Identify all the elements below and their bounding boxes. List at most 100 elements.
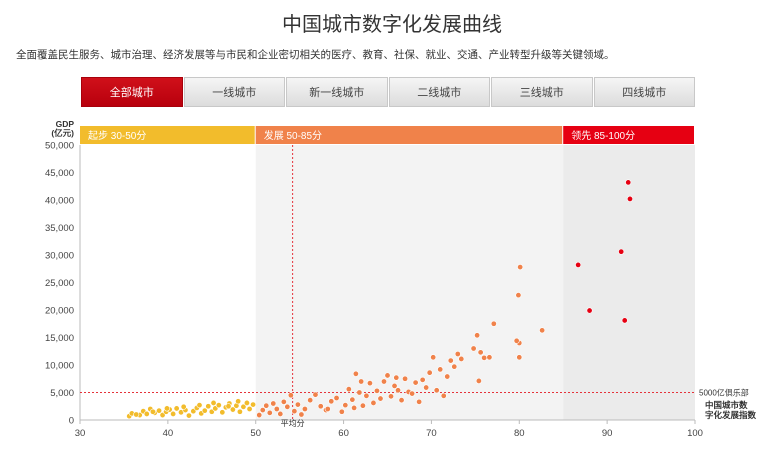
data-point-develop[interactable] [349,396,356,403]
data-point-develop[interactable] [307,397,314,404]
data-point-develop[interactable] [298,411,305,418]
data-point-develop[interactable] [426,369,433,376]
data-point-develop[interactable] [423,384,430,391]
data-point-develop[interactable] [516,354,523,361]
data-point-develop[interactable] [451,363,458,370]
data-point-lead[interactable] [575,261,582,268]
data-point-start[interactable] [143,410,150,417]
data-point-develop[interactable] [470,345,477,352]
data-point-develop[interactable] [294,401,301,408]
tab-new-tier1-cities[interactable]: 新一线城市 [286,77,388,107]
data-point-lead[interactable] [621,317,628,324]
data-point-develop[interactable] [380,378,387,385]
data-point-develop[interactable] [358,378,365,385]
data-point-start[interactable] [240,403,247,410]
data-point-develop[interactable] [366,380,373,387]
data-point-develop[interactable] [475,377,482,384]
data-point-develop[interactable] [352,370,359,377]
data-point-develop[interactable] [317,403,324,410]
data-point-develop[interactable] [454,350,461,357]
data-point-start[interactable] [229,406,236,413]
data-point-develop[interactable] [402,375,409,382]
data-point-develop[interactable] [333,394,340,401]
data-point-start[interactable] [133,411,140,418]
data-point-lead[interactable] [626,195,633,202]
data-point-start[interactable] [185,412,192,419]
data-point-start[interactable] [225,403,232,410]
data-point-develop[interactable] [287,392,294,399]
data-point-develop[interactable] [370,399,377,406]
data-point-develop[interactable] [373,387,380,394]
data-point-develop[interactable] [513,337,520,344]
data-point-develop[interactable] [345,386,352,393]
data-point-develop[interactable] [388,393,395,400]
data-point-start[interactable] [163,405,170,412]
data-point-develop[interactable] [328,398,335,405]
data-point-develop[interactable] [273,405,280,412]
tab-tier2-cities[interactable]: 二线城市 [388,77,490,107]
data-point-develop[interactable] [384,372,391,379]
data-point-start[interactable] [246,405,253,412]
data-point-develop[interactable] [515,292,522,299]
data-point-start[interactable] [149,408,156,415]
data-point-develop[interactable] [430,354,437,361]
data-point-develop[interactable] [291,408,298,415]
data-point-lead[interactable] [625,179,632,186]
data-point-start[interactable] [210,399,217,406]
data-point-develop[interactable] [351,404,358,411]
data-point-develop[interactable] [256,412,263,419]
data-point-start[interactable] [243,399,250,406]
data-point-develop[interactable] [263,402,270,409]
data-point-develop[interactable] [416,398,423,405]
data-point-develop[interactable] [395,387,402,394]
data-point-start[interactable] [180,403,187,410]
data-point-develop[interactable] [409,390,416,397]
data-point-develop[interactable] [539,327,546,334]
data-point-start[interactable] [196,402,203,409]
data-point-develop[interactable] [458,355,465,362]
tab-tier3-cities[interactable]: 三线城市 [491,77,593,107]
data-point-start[interactable] [250,401,257,408]
data-point-start[interactable] [201,407,208,414]
data-point-develop[interactable] [477,349,484,356]
data-point-start[interactable] [235,398,242,405]
data-point-develop[interactable] [363,392,370,399]
data-point-develop[interactable] [481,354,488,361]
data-point-develop[interactable] [393,374,400,381]
tab-tier4-cities[interactable]: 四线城市 [593,77,695,107]
data-point-start[interactable] [156,407,163,414]
data-point-start[interactable] [170,410,177,417]
data-point-start[interactable] [219,409,226,416]
data-point-lead[interactable] [618,248,625,255]
data-point-lead[interactable] [586,307,593,314]
tab-tier1-cities[interactable]: 一线城市 [183,77,285,107]
data-point-develop[interactable] [412,379,419,386]
data-point-develop[interactable] [280,398,287,405]
data-point-develop[interactable] [356,389,363,396]
data-point-develop[interactable] [486,354,493,361]
data-point-develop[interactable] [301,405,308,412]
data-point-develop[interactable] [440,392,447,399]
data-point-develop[interactable] [324,405,331,412]
data-point-develop[interactable] [444,373,451,380]
data-point-develop[interactable] [270,400,277,407]
data-point-develop[interactable] [447,357,454,364]
data-point-develop[interactable] [312,391,319,398]
data-point-start[interactable] [236,408,243,415]
data-point-start[interactable] [205,403,212,410]
data-point-develop[interactable] [266,409,273,416]
data-point-develop[interactable] [437,366,444,373]
data-point-develop[interactable] [433,387,440,394]
data-point-develop[interactable] [342,402,349,409]
data-point-develop[interactable] [474,332,481,339]
data-point-develop[interactable] [284,403,291,410]
data-point-develop[interactable] [391,382,398,389]
tab-all-cities[interactable]: 全部城市 [81,77,183,107]
data-point-develop[interactable] [259,407,266,414]
data-point-develop[interactable] [419,376,426,383]
data-point-develop[interactable] [277,410,284,417]
data-point-develop[interactable] [517,264,524,271]
data-point-develop[interactable] [359,402,366,409]
data-point-start[interactable] [215,402,222,409]
data-point-develop[interactable] [398,397,405,404]
